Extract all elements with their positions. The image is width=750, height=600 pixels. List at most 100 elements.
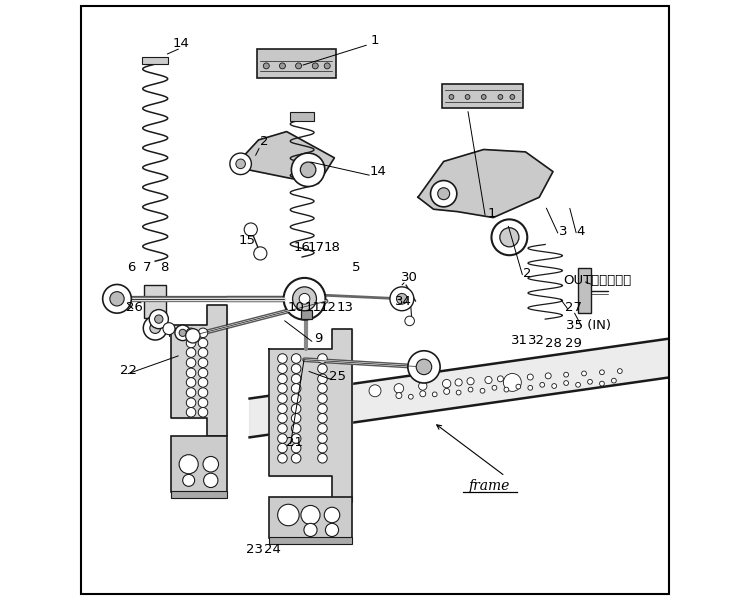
Circle shape (552, 383, 556, 388)
Circle shape (467, 377, 474, 385)
Circle shape (318, 374, 327, 383)
Circle shape (576, 382, 580, 387)
Circle shape (254, 247, 267, 260)
Circle shape (175, 325, 190, 341)
Circle shape (263, 63, 269, 69)
Text: 2: 2 (260, 135, 268, 148)
Circle shape (278, 504, 299, 526)
Text: 16: 16 (294, 241, 310, 254)
Circle shape (468, 387, 473, 392)
Circle shape (564, 372, 568, 377)
Polygon shape (268, 329, 352, 502)
Circle shape (198, 338, 208, 348)
Bar (171, 436, 227, 493)
Circle shape (203, 473, 218, 488)
Circle shape (545, 373, 551, 379)
Circle shape (510, 95, 515, 100)
Circle shape (278, 394, 287, 403)
Circle shape (318, 364, 327, 373)
Text: 6: 6 (128, 260, 136, 274)
Text: 30: 30 (401, 271, 418, 284)
Circle shape (420, 391, 426, 397)
Circle shape (163, 323, 175, 335)
Circle shape (416, 359, 432, 374)
Circle shape (492, 385, 496, 390)
Circle shape (438, 188, 450, 200)
Circle shape (318, 394, 327, 403)
Circle shape (318, 413, 327, 423)
Circle shape (326, 523, 338, 536)
Circle shape (186, 328, 196, 338)
Circle shape (296, 63, 302, 69)
Circle shape (186, 388, 196, 397)
Circle shape (312, 63, 318, 69)
Text: 1: 1 (370, 34, 380, 47)
Text: 26: 26 (127, 301, 143, 314)
Circle shape (516, 384, 520, 389)
Text: 24: 24 (264, 543, 280, 556)
Circle shape (292, 413, 301, 423)
Circle shape (186, 358, 196, 367)
Circle shape (278, 364, 287, 373)
Circle shape (103, 284, 131, 313)
Bar (171, 491, 227, 498)
Text: 11: 11 (304, 301, 322, 314)
Circle shape (284, 278, 326, 320)
Circle shape (540, 382, 544, 387)
Circle shape (198, 348, 208, 358)
Circle shape (503, 373, 521, 391)
Circle shape (409, 394, 413, 399)
Polygon shape (418, 149, 553, 218)
Circle shape (497, 376, 503, 382)
Circle shape (491, 220, 527, 255)
Circle shape (198, 328, 208, 338)
Circle shape (292, 443, 301, 453)
Circle shape (292, 374, 301, 383)
Circle shape (230, 153, 251, 175)
Circle shape (617, 368, 622, 373)
Circle shape (432, 392, 437, 397)
Bar (268, 536, 352, 544)
Circle shape (186, 377, 196, 387)
Circle shape (278, 434, 287, 443)
Text: 35 (IN): 35 (IN) (566, 319, 611, 332)
Text: 8: 8 (160, 260, 169, 274)
Circle shape (504, 387, 509, 392)
Circle shape (318, 383, 327, 393)
Circle shape (582, 371, 586, 376)
Circle shape (430, 181, 457, 207)
Text: 32: 32 (528, 334, 544, 347)
Circle shape (455, 379, 462, 386)
Circle shape (611, 378, 616, 383)
Circle shape (587, 379, 592, 384)
Text: 3: 3 (559, 225, 567, 238)
Circle shape (110, 292, 125, 306)
Circle shape (150, 323, 160, 334)
Text: 15: 15 (238, 234, 255, 247)
Circle shape (278, 354, 287, 364)
Bar (256, 49, 335, 78)
Text: 5: 5 (352, 260, 360, 274)
Bar (442, 84, 523, 107)
Circle shape (324, 507, 340, 523)
Circle shape (143, 316, 167, 340)
Circle shape (292, 364, 301, 373)
Text: OUT（接气囊）: OUT（接气囊） (563, 274, 632, 287)
Circle shape (198, 377, 208, 387)
Text: 4: 4 (577, 225, 585, 238)
Text: 2: 2 (523, 266, 532, 280)
Circle shape (482, 95, 486, 100)
Circle shape (292, 287, 316, 311)
Circle shape (397, 293, 407, 304)
Text: 13: 13 (337, 301, 354, 314)
Circle shape (186, 407, 196, 417)
Circle shape (203, 457, 218, 472)
Circle shape (198, 388, 208, 397)
Circle shape (278, 454, 287, 463)
Bar (142, 57, 168, 64)
Text: 12: 12 (320, 301, 337, 314)
Circle shape (465, 95, 470, 100)
Circle shape (186, 368, 196, 377)
Bar (578, 268, 591, 313)
Circle shape (186, 338, 196, 348)
